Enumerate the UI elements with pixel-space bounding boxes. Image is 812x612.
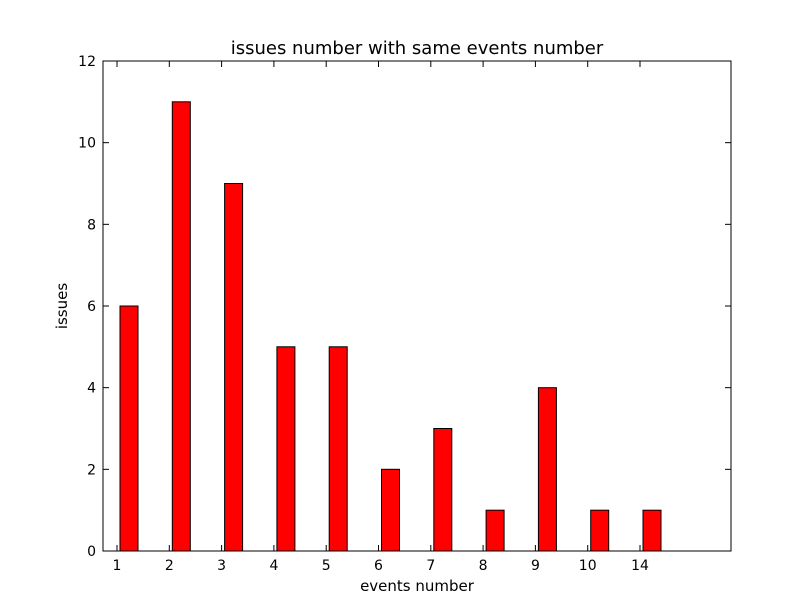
bars-group <box>119 101 662 552</box>
x-tick-label: 7 <box>426 558 435 574</box>
y-tick-label: 10 <box>78 136 96 152</box>
chart-title: issues number with same events number <box>231 38 604 59</box>
bar-7 <box>433 428 453 552</box>
plot-frame <box>102 60 732 552</box>
bar-8 <box>485 509 505 552</box>
x-tick-label: 4 <box>269 558 278 574</box>
x-tick-label: 5 <box>322 558 331 574</box>
bar-14 <box>642 509 662 552</box>
bar-1 <box>119 305 139 552</box>
bar-2 <box>171 101 191 552</box>
y-axis-label: issues <box>53 283 71 330</box>
y-tick-label: 2 <box>87 462 96 478</box>
bar-4 <box>276 346 296 552</box>
x-axis-ticks: 1 2 3 4 5 6 7 8 9 10 14 <box>113 61 649 574</box>
x-tick-label: 14 <box>631 558 649 574</box>
x-tick-label: 6 <box>374 558 383 574</box>
bar-10 <box>590 509 610 552</box>
bar-5 <box>328 346 348 552</box>
y-tick-label: 0 <box>87 544 96 560</box>
x-tick-label: 1 <box>113 558 122 574</box>
bar-9 <box>537 387 557 552</box>
bar-3 <box>224 183 244 552</box>
y-tick-label: 4 <box>87 381 96 397</box>
x-tick-label: 9 <box>531 558 540 574</box>
y-tick-label: 12 <box>78 54 96 70</box>
x-tick-label: 2 <box>165 558 174 574</box>
x-axis-label: events number <box>360 577 475 595</box>
bar-6 <box>381 468 400 552</box>
x-tick-label: 10 <box>579 558 597 574</box>
x-tick-label: 3 <box>217 558 226 574</box>
y-tick-label: 8 <box>87 217 96 233</box>
x-tick-label: 8 <box>479 558 488 574</box>
y-tick-label: 6 <box>87 299 96 315</box>
